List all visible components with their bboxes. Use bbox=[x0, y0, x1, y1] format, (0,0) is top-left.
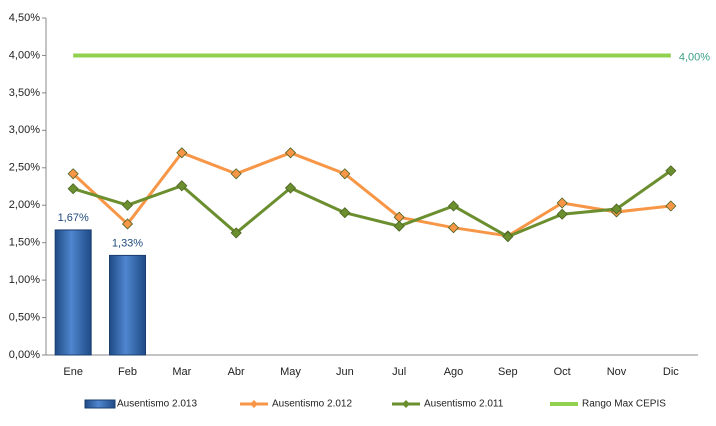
x-tick-label: Oct bbox=[554, 366, 571, 378]
x-tick-label: Nov bbox=[607, 366, 627, 378]
x-tick-label: May bbox=[280, 366, 301, 378]
marker bbox=[230, 227, 242, 239]
legend-label: Ausentismo 2.011 bbox=[424, 399, 504, 410]
x-tick-label: Dic bbox=[663, 366, 679, 378]
marker bbox=[230, 168, 242, 180]
marker bbox=[447, 222, 460, 234]
y-tick-label: 3,50% bbox=[9, 87, 40, 99]
marker bbox=[393, 220, 405, 232]
legend-label: Ausentismo 2.013 bbox=[117, 399, 197, 410]
marker bbox=[121, 218, 134, 230]
legend-marker bbox=[250, 400, 258, 408]
x-tick-label: Abr bbox=[228, 366, 245, 378]
marker bbox=[121, 199, 134, 211]
y-tick-label: 0,00% bbox=[9, 349, 40, 361]
x-tick-label: Sep bbox=[498, 366, 518, 378]
y-tick-label: 4,50% bbox=[9, 12, 40, 24]
marker bbox=[67, 168, 79, 180]
marker bbox=[176, 147, 188, 159]
data-label: 4,00% bbox=[679, 51, 710, 63]
line bbox=[72, 169, 672, 239]
marker bbox=[556, 197, 568, 209]
legend-marker bbox=[402, 400, 410, 408]
marker bbox=[176, 180, 188, 192]
marker bbox=[665, 165, 677, 177]
marker bbox=[610, 203, 623, 215]
bar bbox=[54, 229, 92, 356]
marker bbox=[447, 200, 460, 212]
marker bbox=[556, 208, 568, 220]
marker bbox=[67, 183, 79, 195]
legend-label: Rango Max CEPIS bbox=[582, 399, 666, 410]
y-tick-label: 0,50% bbox=[9, 311, 40, 323]
marker bbox=[284, 147, 297, 159]
marker bbox=[339, 168, 351, 180]
x-tick-label: Mar bbox=[172, 366, 191, 378]
line bbox=[72, 151, 671, 238]
x-tick-label: Ago bbox=[444, 366, 464, 378]
x-tick-label: Feb bbox=[118, 366, 137, 378]
y-tick-label: 3,00% bbox=[9, 124, 40, 136]
marker bbox=[339, 207, 351, 219]
x-tick-label: Jun bbox=[336, 366, 354, 378]
data-label: 1,33% bbox=[112, 237, 143, 249]
legend-swatch bbox=[84, 399, 116, 409]
legend-label: Ausentismo 2.012 bbox=[272, 399, 352, 410]
marker bbox=[284, 182, 297, 194]
bar bbox=[109, 254, 146, 356]
y-tick-label: 4,00% bbox=[9, 49, 40, 61]
marker bbox=[502, 231, 514, 243]
y-tick-label: 2,00% bbox=[9, 199, 40, 211]
marker bbox=[665, 200, 677, 212]
y-tick-label: 1,00% bbox=[9, 274, 40, 286]
y-tick-label: 1,50% bbox=[9, 237, 40, 249]
data-label: 1,67% bbox=[58, 212, 89, 224]
x-tick-label: Ene bbox=[63, 366, 83, 378]
y-tick-label: 2,50% bbox=[9, 162, 40, 174]
x-tick-label: Jul bbox=[392, 366, 406, 378]
